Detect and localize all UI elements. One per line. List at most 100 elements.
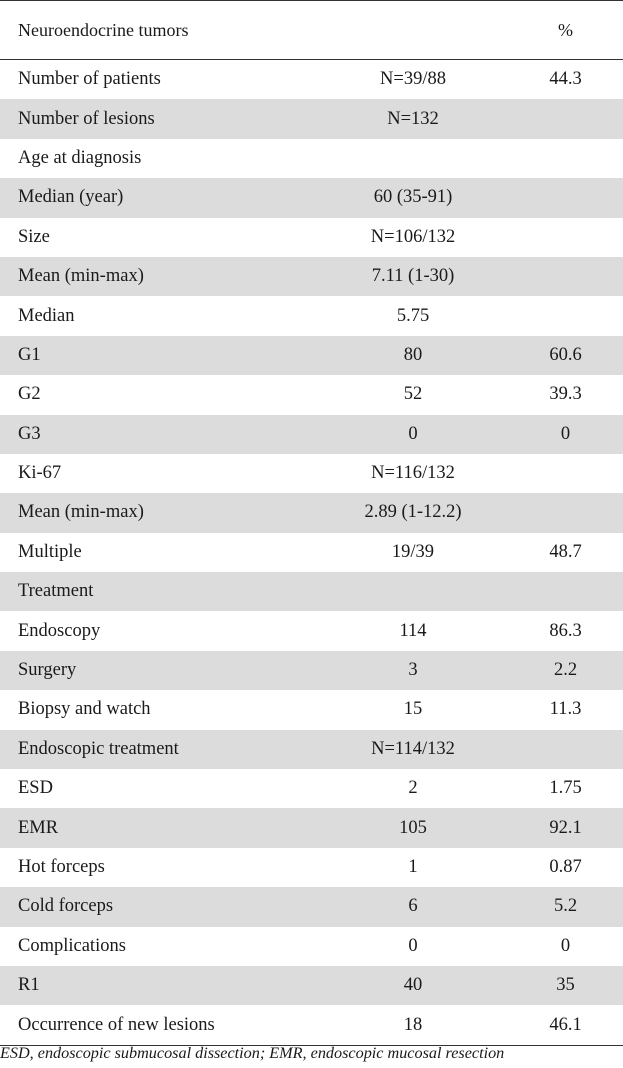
row-label: Median xyxy=(18,305,75,326)
table-row: G3 0 0 xyxy=(0,414,623,454)
neuroendocrine-tumors-table: Neuroendocrine tumors % Number of patien… xyxy=(0,0,623,1046)
header-percent: % xyxy=(508,0,623,60)
row-label: Mean (min-max) xyxy=(0,493,318,533)
row-value: N=132 xyxy=(318,99,508,139)
table-row: Size N=106/132 xyxy=(0,218,623,257)
table-row: EMR 105 92.1 xyxy=(0,808,623,848)
row-label: Treatment xyxy=(0,572,318,612)
row-percent: 0.87 xyxy=(549,857,582,877)
row-value: 6 xyxy=(318,887,508,927)
row-label: R1 xyxy=(0,965,318,1006)
row-percent: 1.75 xyxy=(549,778,582,799)
table-row: Number of lesions N=132 xyxy=(0,99,623,139)
row-label: Multiple xyxy=(18,541,82,562)
header-row: Neuroendocrine tumors % xyxy=(0,0,623,60)
row-label: G3 xyxy=(0,414,318,454)
row-label: Size xyxy=(18,226,50,247)
row-percent xyxy=(508,729,623,770)
table-row: Mean (min-max) 2.89 (1-12.2) xyxy=(0,493,623,533)
table-row: Age at diagnosis xyxy=(0,139,623,178)
row-label: Biopsy and watch xyxy=(18,699,151,720)
row-percent xyxy=(508,99,623,139)
results-table-container: Neuroendocrine tumors % Number of patien… xyxy=(0,0,623,1046)
row-label: ESD xyxy=(18,778,53,799)
table-row: G1 80 60.6 xyxy=(0,335,623,376)
row-label: EMR xyxy=(0,808,318,848)
table-row: R1 40 35 xyxy=(0,965,623,1006)
table-row: Cold forceps 6 5.2 xyxy=(0,887,623,927)
row-value: 3 xyxy=(318,650,508,691)
row-percent xyxy=(508,139,623,178)
table-row: ESD 2 1.75 xyxy=(0,769,623,808)
row-percent xyxy=(508,218,623,257)
row-percent: 11.3 xyxy=(549,699,582,720)
row-percent: 0 xyxy=(560,935,571,956)
row-value: N=106/132 xyxy=(370,226,456,247)
row-value: 105 xyxy=(318,808,508,848)
table-footnote: ESD, endoscopic submucosal dissection; E… xyxy=(0,1044,505,1062)
row-percent: 2.2 xyxy=(508,650,623,691)
row-label: Number of lesions xyxy=(0,99,318,139)
row-value: 2 xyxy=(408,778,418,799)
row-label: Mean (min-max) xyxy=(0,256,318,297)
row-value: 40 xyxy=(318,965,508,1006)
table-row: Occurrence of new lesions 18 46.1 xyxy=(0,1005,623,1046)
row-label: Surgery xyxy=(0,650,318,691)
row-value: 2.89 (1-12.2) xyxy=(318,493,508,533)
table-body: Number of patients N=39/88 44.3 Number of l… xyxy=(0,60,623,1046)
row-label: Complications xyxy=(18,935,126,956)
row-percent: 86.3 xyxy=(549,620,582,641)
row-value: 1 xyxy=(408,857,418,877)
table-row: Complications 0 0 xyxy=(0,927,623,966)
row-label: Cold forceps xyxy=(0,887,318,927)
row-percent xyxy=(508,572,623,612)
table-row: Median (year) 60 (35-91) xyxy=(0,178,623,218)
row-percent: 39.3 xyxy=(549,384,582,405)
row-percent: 44.3 xyxy=(549,69,582,90)
row-percent: 35 xyxy=(508,965,623,1006)
row-label: G1 xyxy=(0,335,318,376)
row-label: Number of patients xyxy=(18,69,161,90)
row-percent xyxy=(508,256,623,297)
row-percent: 5.2 xyxy=(508,887,623,927)
row-label: Hot forceps xyxy=(18,857,105,877)
row-label: Age at diagnosis xyxy=(18,147,142,168)
row-label: Endoscopy xyxy=(18,620,101,641)
row-label: Occurrence of new lesions xyxy=(0,1005,318,1046)
row-percent xyxy=(508,178,623,218)
row-label: Endoscopic treatment xyxy=(0,729,318,770)
row-value: 0 xyxy=(318,414,508,454)
table-row: Endoscopy 114 86.3 xyxy=(0,611,623,650)
table-row: Surgery 3 2.2 xyxy=(0,650,623,691)
row-value: 0 xyxy=(408,935,418,956)
row-percent xyxy=(508,493,623,533)
row-value: 18 xyxy=(318,1005,508,1046)
row-value: 114 xyxy=(399,620,427,641)
row-value: N=116/132 xyxy=(371,463,455,484)
row-percent: 46.1 xyxy=(508,1005,623,1046)
row-value: 5.75 xyxy=(396,305,430,326)
row-value: N=114/132 xyxy=(318,729,508,770)
table-row: Biopsy and watch 15 11.3 xyxy=(0,690,623,729)
table-row: Hot forceps 1 0.87 xyxy=(0,848,623,887)
table-row: Number of patients N=39/88 44.3 xyxy=(0,60,623,100)
row-value xyxy=(318,572,508,612)
table-row: G2 52 39.3 xyxy=(0,375,623,414)
row-value: 52 xyxy=(403,384,423,405)
table-row: Ki-67 N=116/132 xyxy=(0,454,623,493)
row-value: 80 xyxy=(318,335,508,376)
row-label: Median (year) xyxy=(0,178,318,218)
row-percent xyxy=(508,454,623,493)
row-percent: 92.1 xyxy=(508,808,623,848)
row-value: 7.11 (1-30) xyxy=(318,256,508,297)
header-value xyxy=(318,0,508,60)
row-value: 15 xyxy=(403,699,423,720)
header-tumors: Neuroendocrine tumors xyxy=(0,0,318,60)
row-value: N=39/88 xyxy=(380,69,446,90)
table-row: Mean (min-max) 7.11 (1-30) xyxy=(0,256,623,297)
row-value: 60 (35-91) xyxy=(318,178,508,218)
table-row: Multiple 19/39 48.7 xyxy=(0,533,623,572)
table-row: Median 5.75 xyxy=(0,296,623,335)
row-percent: 48.7 xyxy=(549,541,582,562)
table-row: Treatment xyxy=(0,572,623,612)
